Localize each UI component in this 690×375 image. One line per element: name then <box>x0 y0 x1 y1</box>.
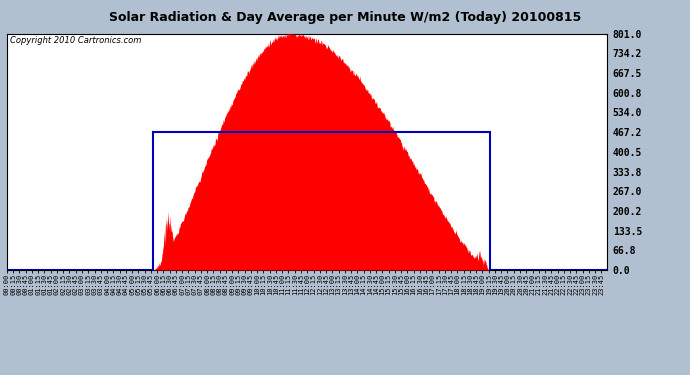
Text: Solar Radiation & Day Average per Minute W/m2 (Today) 20100815: Solar Radiation & Day Average per Minute… <box>109 11 581 24</box>
Text: Copyright 2010 Cartronics.com: Copyright 2010 Cartronics.com <box>10 36 141 45</box>
